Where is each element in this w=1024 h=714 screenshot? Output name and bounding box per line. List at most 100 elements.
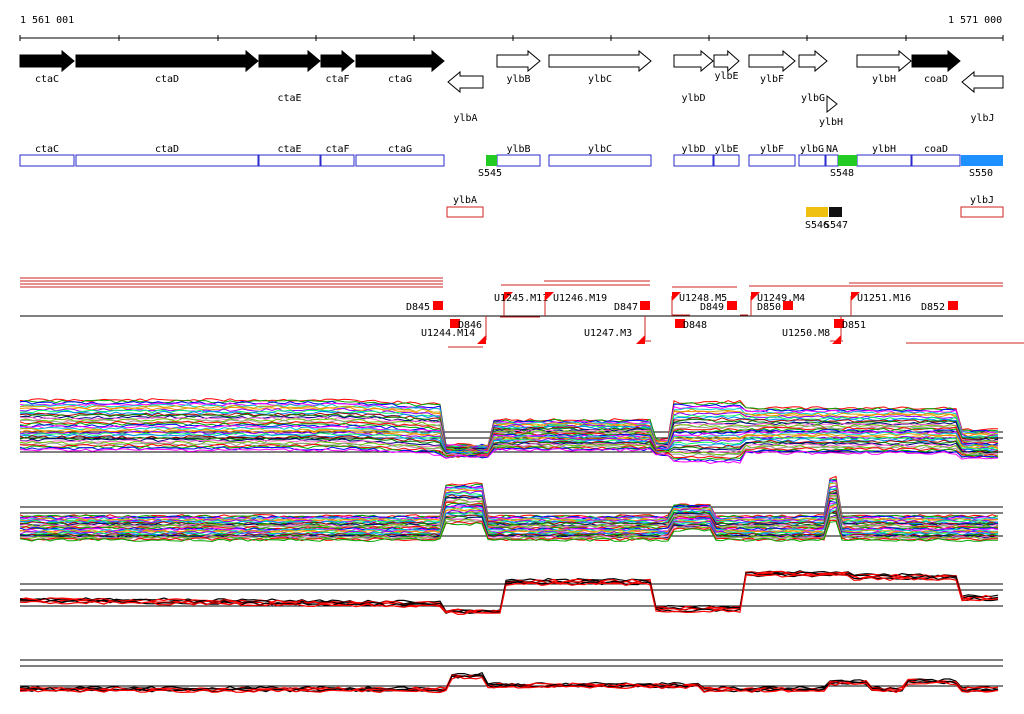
expression-curve [19,405,999,449]
annotation-box-ctaD [75,154,259,167]
annotation-label-ylbF: ylbF [760,144,784,155]
gene-label-coaD: coaD [924,74,948,85]
expression-curve [19,417,999,452]
site-S545 [486,155,497,166]
expression-curve [19,480,999,521]
downstream-marker-D849 [727,301,737,310]
upstream-flag [751,292,760,301]
downstream-label-D852: D852 [921,302,945,313]
annotation-box-ctaE [258,154,321,167]
expression-curve [19,479,999,520]
upstream-flag [672,292,681,301]
expression-panel-4 [19,659,1003,694]
gene-arrow-ylbJ [961,70,1004,94]
upstream-label-U1248.M5: U1248.M5 [679,293,727,304]
downstream-label-D846: D846 [458,320,482,331]
expression-curve [19,435,999,456]
site-label-S547: S547 [824,220,848,231]
novel-label-ylbA: ylbA [453,195,477,206]
gene-arrow-ctaG [355,49,445,73]
expression-curve [19,422,999,453]
annotation-label-ylbD: ylbD [681,144,705,155]
expression-curve [19,410,999,450]
annotation-box-ylbG [798,154,826,167]
gene-arrow-ctaD [75,49,259,73]
site-S547 [829,207,842,217]
upstream-label-U1251.M16: U1251.M16 [857,293,911,304]
gene-arrow-ctaF [320,49,355,73]
upstream-flag [477,335,486,344]
upstream-flag [636,335,645,344]
annotation-box-ylbE [713,154,740,167]
gene-label-ylbJ: ylbJ [970,113,994,124]
gene-arrow-ctaE [258,49,321,73]
annotation-label-ctaF: ctaF [325,144,349,155]
annotation-label-ctaC: ctaC [35,144,59,155]
annotation-box-ylbC [548,154,652,167]
expression-curve [19,413,999,451]
gene-label-ylbG: ylbG [801,93,825,104]
upstream-label-U1250.M8: U1250.M8 [782,328,830,339]
annotation-box-ylbB [496,154,541,167]
expression-curve [19,430,999,455]
downstream-marker-D850 [783,301,793,310]
gene-label-ylbF: ylbF [760,74,784,85]
annotation-label-ylbC: ylbC [588,144,612,155]
annotation-label-ylbG: ylbG [800,144,824,155]
upstream-flag [832,335,841,344]
annotation-box-ylbD [673,154,714,167]
upstream-label-U1249.M4: U1249.M4 [757,293,805,304]
gene-label-ctaG: ctaG [388,74,412,85]
expression-curve [19,496,999,529]
gene-label-ctaE: ctaE [277,93,301,104]
expression-curve [19,488,999,525]
upstream-label-U1245.M11: U1245.M11 [494,293,548,304]
expression-curve [19,489,999,526]
upstream-flag [851,292,860,301]
expression-curve [19,432,999,456]
downstream-marker-D847 [640,301,650,310]
expression-curve [19,506,999,535]
expression-curve [19,447,999,465]
expression-panel-3 [19,570,1003,616]
site-S548 [838,155,857,166]
downstream-label-D845: D845 [406,302,430,313]
gene-label-ctaD: ctaD [155,74,179,85]
upstream-flag [545,292,554,301]
gene-arrow-ylbB [496,49,541,73]
annotation-box-ctaC [19,154,75,167]
gene-arrow-ctaC [19,49,75,73]
expression-curve [19,573,999,616]
gene-arrow-ylbE [713,49,740,73]
position-ruler: 1 561 001 1 571 000 [19,15,1004,41]
expression-curve [19,675,999,693]
novel-box-ylbA [446,206,484,218]
upstream-label-U1246.M19: U1246.M19 [553,293,607,304]
novel-label-ylbJ: ylbJ [970,195,994,206]
gene-arrow-ylbC [548,49,652,73]
expression-curve [19,433,999,455]
gene-arrow-ylbH [856,49,912,73]
expression-curve [19,446,999,463]
site-label-S550: S550 [969,168,993,179]
expression-curve [19,515,999,540]
gene-arrow-coaD [911,49,961,73]
annotation-label-ylbE: ylbE [714,144,738,155]
expression-curve [19,481,999,521]
ruler-ticks [19,35,1004,41]
annotation-label-ctaD: ctaD [155,144,179,155]
gene-arrow-ylbD [673,49,714,73]
downstream-marker-D848 [675,319,685,328]
annotation-box-coaD [911,154,961,167]
site-label-S546: S546 [805,220,829,231]
expression-curve [19,509,999,536]
site-S550 [961,155,1003,166]
expression-curve [19,478,999,519]
ruler-start-label: 1 561 001 [20,15,74,26]
gene-arrow-ylbG [798,49,828,73]
annotation-label-ctaG: ctaG [388,144,412,155]
downstream-label-D847: D847 [614,302,638,313]
gene-arrow-ylbF [748,49,796,73]
